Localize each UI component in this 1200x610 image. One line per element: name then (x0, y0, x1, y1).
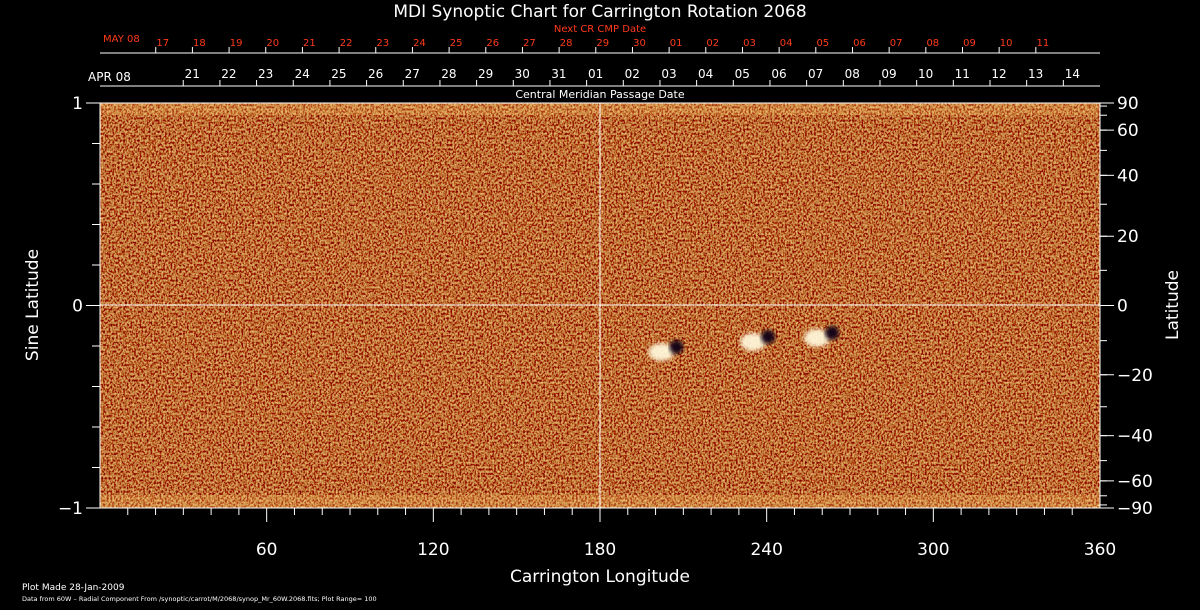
cmp-date-label: 22 (221, 67, 236, 81)
next-cr-date-label: 30 (633, 38, 646, 49)
lat-tick-label: 60 (1117, 121, 1139, 141)
y-axis-title-right: Latitude (1163, 270, 1183, 340)
region-negative-pole (669, 340, 684, 355)
lat-tick-label: 20 (1117, 227, 1139, 247)
next-cr-date-label: 01 (670, 38, 683, 49)
cmp-date-label: 21 (185, 67, 200, 81)
x-tick-label: 120 (417, 540, 449, 560)
next-cr-date-label: 21 (303, 38, 316, 49)
next-cr-date-label: 25 (450, 38, 463, 49)
lat-tick-label: 40 (1117, 166, 1139, 186)
next-cr-date-label: 17 (156, 38, 169, 49)
next-cr-date-label: 06 (853, 38, 866, 49)
lat-tick-label: 0 (1117, 297, 1128, 317)
lat-tick-label: −60 (1117, 472, 1153, 492)
next-cr-date-label: 07 (890, 38, 903, 49)
lat-tick-label: 90 (1117, 94, 1139, 114)
cmp-month-label: APR 08 (88, 70, 131, 84)
region-positive-pole (804, 328, 830, 347)
cmp-date-label: 26 (368, 67, 383, 81)
next-cr-date-label: 24 (413, 38, 426, 49)
next-cr-date-label: 29 (596, 38, 609, 49)
cmp-date-label: 06 (771, 67, 786, 81)
region-negative-pole (825, 325, 839, 340)
x-tick-label: 300 (917, 540, 949, 560)
cmp-date-label: 09 (881, 67, 896, 81)
next-cr-date-label: 26 (486, 38, 499, 49)
cmp-date-label: 10 (918, 67, 933, 81)
next-cr-date-label: 19 (230, 38, 243, 49)
cmp-date-label: 24 (295, 67, 310, 81)
cmp-axis-title: Central Meridian Passage Date (515, 88, 684, 101)
active-regions (648, 325, 839, 362)
cmp-date-label: 07 (808, 67, 823, 81)
footer-plot-made: Plot Made 28-Jan-2009 (22, 583, 125, 593)
y-tick-label: 1 (72, 94, 83, 114)
next-cr-month-label: MAY 08 (103, 34, 140, 45)
next-cr-date-label: 28 (560, 38, 573, 49)
cmp-date-label: 02 (625, 67, 640, 81)
lat-tick-label: −40 (1117, 427, 1153, 447)
lat-tick-label: −20 (1117, 366, 1153, 386)
chart-title: MDI Synoptic Chart for Carrington Rotati… (393, 2, 806, 22)
region-positive-pole (648, 343, 675, 362)
y-tick-label: −1 (58, 499, 83, 519)
next-cr-date-label: 02 (706, 38, 719, 49)
y-axis-title-left: Sine Latitude (23, 249, 43, 361)
cmp-date-label: 11 (955, 67, 970, 81)
cmp-date-label: 12 (991, 67, 1006, 81)
cmp-date-label: 14 (1065, 67, 1080, 81)
next-cr-date-label: 05 (816, 38, 829, 49)
next-cr-date-label: 20 (266, 38, 279, 49)
next-cr-date-label: 08 (926, 38, 939, 49)
cmp-date-label: 31 (551, 67, 566, 81)
cmp-date-label: 03 (661, 67, 676, 81)
next-cr-date-label: 27 (523, 38, 536, 49)
cmp-date-label: 04 (698, 67, 713, 81)
x-axis-title: Carrington Longitude (510, 567, 690, 587)
next-cr-date-label: 09 (963, 38, 976, 49)
cmp-date-label: 30 (515, 67, 530, 81)
cmp-date-label: 29 (478, 67, 493, 81)
next-cr-date-label: 22 (340, 38, 353, 49)
next-cr-title: Next CR CMP Date (554, 24, 646, 35)
region-negative-pole (761, 329, 776, 344)
x-tick-label: 60 (256, 540, 278, 560)
y-tick-label: 0 (72, 297, 83, 317)
cmp-date-label: 27 (405, 67, 420, 81)
cmp-date-label: 05 (735, 67, 750, 81)
footer-data-source: Data from 60W – Radial Component From /s… (22, 595, 377, 603)
cmp-date-label: 13 (1028, 67, 1043, 81)
cmp-date-label: 08 (845, 67, 860, 81)
next-cr-date-label: 18 (193, 38, 206, 49)
lat-tick-label: −90 (1117, 499, 1153, 519)
x-tick-label: 180 (584, 540, 616, 560)
cmp-date-label: 23 (258, 67, 273, 81)
cmp-date-label: 25 (331, 67, 346, 81)
next-cr-date-label: 04 (780, 38, 793, 49)
next-cr-date-label: 03 (743, 38, 756, 49)
x-tick-label: 240 (750, 540, 782, 560)
next-cr-date-label: 23 (376, 38, 389, 49)
next-cr-date-label: 10 (1000, 38, 1013, 49)
region-positive-pole (740, 332, 767, 351)
cmp-date-label: 01 (588, 67, 603, 81)
cmp-date-label: 28 (441, 67, 456, 81)
next-cr-date-label: 11 (1036, 38, 1049, 49)
x-tick-label: 360 (1084, 540, 1116, 560)
